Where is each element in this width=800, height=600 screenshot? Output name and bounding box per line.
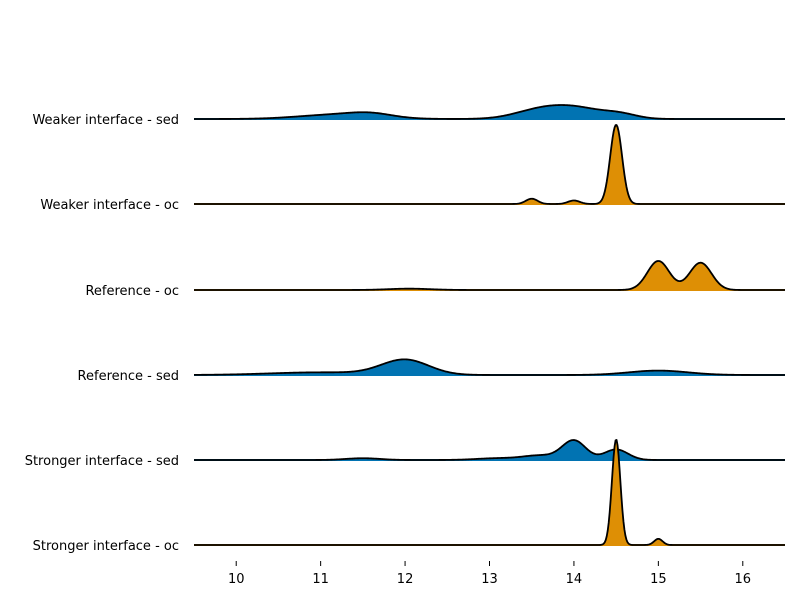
ridge-outline-2	[194, 260, 785, 291]
x-tick-label: 13	[481, 572, 498, 587]
row-labels-group: Weaker interface - sed Weaker interface -…	[25, 113, 179, 554]
ridge-fill-2	[194, 260, 785, 290]
row-label: Reference - sed	[78, 369, 179, 384]
row-label: Stronger interface - sed	[25, 454, 179, 469]
row-label: Weaker interface - sed	[32, 113, 179, 128]
x-tick-label: 14	[566, 572, 583, 587]
ridges-group	[194, 104, 785, 546]
ridge-fill-4	[194, 440, 785, 460]
ridge-fill-1	[194, 125, 785, 204]
x-tick-label: 15	[650, 572, 667, 587]
x-tick-label: 10	[228, 572, 245, 587]
ridge-outline-3	[194, 358, 785, 376]
row-label: Weaker interface - oc	[40, 198, 179, 213]
x-axis: 10 11 12 13 14 15 16	[228, 561, 751, 587]
ridge-fill-0	[194, 105, 785, 119]
ridge-fill-5	[194, 439, 785, 545]
row-label: Stronger interface - oc	[33, 539, 179, 554]
ridge-outline-0	[194, 104, 785, 120]
ridge-outline-5	[194, 439, 785, 546]
ridge-outline-1	[194, 124, 785, 205]
ridge-outline-4	[194, 439, 785, 461]
x-tick-label: 12	[397, 572, 414, 587]
row-label: Reference - oc	[85, 284, 179, 299]
x-tick-label: 16	[735, 572, 752, 587]
x-tick-label: 11	[312, 572, 329, 587]
